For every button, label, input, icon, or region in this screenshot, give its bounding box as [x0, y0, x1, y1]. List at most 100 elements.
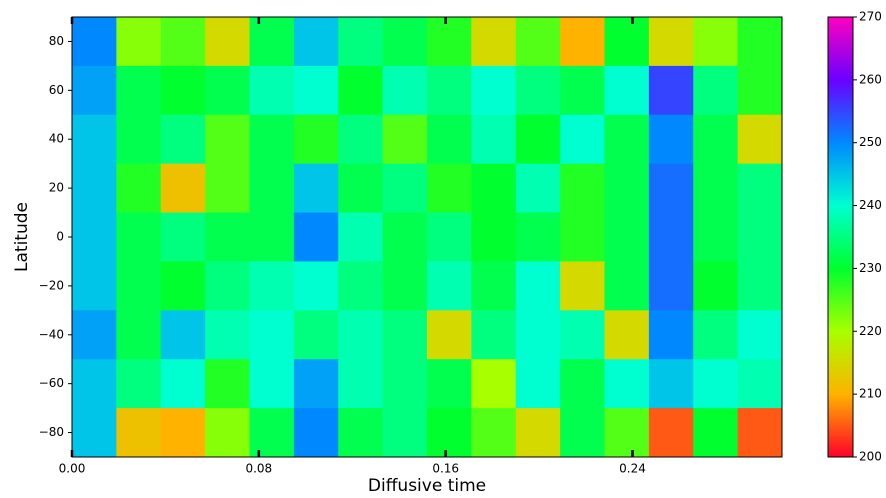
- heatmap-cell: [515, 359, 561, 409]
- heatmap-cell: [693, 163, 739, 214]
- heatmap-cell: [293, 359, 339, 409]
- x-tick-label: 0.16: [432, 462, 459, 476]
- heatmap-cell: [648, 17, 694, 67]
- heatmap-cell: [693, 114, 739, 165]
- heatmap-cell: [604, 65, 650, 116]
- heatmap-cell: [604, 261, 650, 311]
- heatmap-cell: [737, 310, 783, 360]
- heatmap-cell: [560, 408, 605, 458]
- heatmap-cell: [737, 212, 783, 262]
- heatmap-cell: [205, 114, 250, 165]
- heatmap-cell: [471, 212, 517, 262]
- heatmap-cell: [116, 163, 162, 214]
- heatmap-cell: [338, 17, 384, 67]
- heatmap-cell: [205, 408, 250, 458]
- heatmap-cell: [382, 114, 428, 165]
- heatmap-cell: [293, 163, 339, 214]
- heatmap-cell: [249, 408, 295, 458]
- heatmap-cell: [116, 359, 162, 409]
- heatmap-cell: [471, 65, 517, 116]
- heatmap-cell: [604, 114, 650, 165]
- heatmap-cell: [560, 114, 605, 165]
- heatmap-cell: [560, 261, 605, 311]
- heatmap-cell: [116, 261, 162, 311]
- heatmap-cell: [249, 17, 295, 67]
- heatmap-cell: [205, 310, 250, 360]
- heatmap-cell: [205, 17, 250, 67]
- heatmap-cell: [116, 114, 162, 165]
- heatmap-cell: [338, 359, 384, 409]
- heatmap-cell: [693, 359, 739, 409]
- heatmap-cell: [249, 114, 295, 165]
- heatmap-cell: [338, 261, 384, 311]
- colorbar-tick-label: 250: [859, 135, 882, 149]
- heatmap-cell: [382, 408, 428, 458]
- colorbar-tick-label: 200: [859, 450, 882, 464]
- heatmap-cell: [160, 17, 206, 67]
- heatmap-cell: [293, 114, 339, 165]
- heatmap-cell: [515, 163, 561, 214]
- heatmap-cell: [72, 65, 117, 116]
- heatmap-cell: [648, 408, 694, 458]
- heatmap-cell: [72, 310, 117, 360]
- heatmap-cell: [737, 163, 783, 214]
- heatmap-cell: [116, 65, 162, 116]
- heatmap-cell: [648, 310, 694, 360]
- heatmap-cell: [737, 261, 783, 311]
- heatmap-cell: [648, 261, 694, 311]
- y-tick-label: 60: [49, 83, 64, 97]
- x-axis-label: Diffusive time: [368, 476, 486, 496]
- heatmap-cell: [604, 17, 650, 67]
- heatmap-cell: [693, 408, 739, 458]
- heatmap-cell: [648, 65, 694, 116]
- heatmap-cell: [604, 310, 650, 360]
- heatmap-cell: [249, 261, 295, 311]
- heatmap-cell: [471, 163, 517, 214]
- heatmap-cell: [249, 310, 295, 360]
- heatmap-cell: [116, 17, 162, 67]
- heatmap-cell: [427, 359, 472, 409]
- heatmap-cell: [427, 17, 472, 67]
- colorbar-tick-label: 220: [859, 324, 882, 338]
- heatmap-cell: [72, 114, 117, 165]
- heatmap-cell: [72, 212, 117, 262]
- heatmap-cell: [560, 65, 605, 116]
- heatmap-cell: [160, 359, 206, 409]
- heatmap-cell: [693, 17, 739, 67]
- heatmap-cell: [648, 114, 694, 165]
- heatmap-cell: [293, 17, 339, 67]
- heatmap-cell: [604, 163, 650, 214]
- heatmap-cell: [338, 114, 384, 165]
- heatmap-cell: [382, 359, 428, 409]
- heatmap-cell: [471, 359, 517, 409]
- heatmap-cell: [427, 65, 472, 116]
- heatmap-cell: [648, 359, 694, 409]
- heatmap-cell: [604, 359, 650, 409]
- heatmap-cell: [160, 65, 206, 116]
- heatmap-cell: [205, 359, 250, 409]
- heatmap-cell: [427, 261, 472, 311]
- heatmap-cell: [205, 65, 250, 116]
- heatmap-cell: [560, 212, 605, 262]
- heatmap-cell: [693, 310, 739, 360]
- heatmap-cell: [160, 310, 206, 360]
- y-tick-label: −40: [39, 327, 64, 341]
- heatmap-cell: [293, 212, 339, 262]
- colorbar: [827, 16, 854, 458]
- y-axis-label: Latitude: [12, 202, 32, 272]
- heatmap-cell: [604, 408, 650, 458]
- heatmap-cell: [160, 114, 206, 165]
- heatmap-cell: [382, 65, 428, 116]
- heatmap-cell: [293, 261, 339, 311]
- heatmap-cell: [338, 65, 384, 116]
- heatmap-cell: [560, 310, 605, 360]
- heatmap-cell: [427, 212, 472, 262]
- heatmap-cell: [693, 212, 739, 262]
- heatmap-cell: [382, 163, 428, 214]
- heatmap-cell: [604, 212, 650, 262]
- heatmap-cell: [427, 163, 472, 214]
- heatmap-cell: [160, 212, 206, 262]
- heatmap-cell: [205, 261, 250, 311]
- heatmap-cell: [116, 310, 162, 360]
- heatmap-cell: [560, 359, 605, 409]
